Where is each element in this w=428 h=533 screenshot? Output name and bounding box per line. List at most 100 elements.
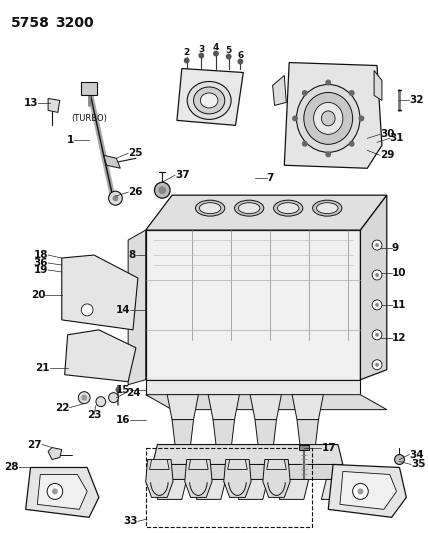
Circle shape [372, 240, 382, 250]
Text: 25: 25 [128, 148, 143, 158]
Text: 29: 29 [380, 150, 394, 160]
Ellipse shape [200, 93, 218, 108]
Circle shape [109, 393, 119, 402]
Text: 36: 36 [33, 258, 48, 268]
Polygon shape [146, 195, 387, 230]
Circle shape [78, 392, 90, 403]
Text: 30: 30 [380, 130, 395, 139]
Ellipse shape [187, 82, 231, 119]
Polygon shape [81, 83, 97, 95]
Polygon shape [189, 459, 208, 470]
Circle shape [375, 303, 379, 307]
Polygon shape [273, 76, 286, 106]
Circle shape [81, 304, 93, 316]
Ellipse shape [317, 203, 338, 214]
Circle shape [375, 363, 379, 367]
Ellipse shape [304, 92, 353, 144]
Text: 24: 24 [126, 387, 141, 398]
Circle shape [81, 394, 87, 401]
Text: 10: 10 [392, 268, 406, 278]
Polygon shape [228, 459, 247, 470]
Ellipse shape [297, 84, 360, 152]
Circle shape [238, 59, 243, 64]
Circle shape [199, 53, 204, 59]
Circle shape [96, 397, 106, 407]
Bar [146, 448, 312, 527]
Text: (TURBO): (TURBO) [71, 114, 107, 123]
Circle shape [47, 483, 63, 499]
Text: 13: 13 [24, 99, 39, 108]
Polygon shape [196, 480, 226, 499]
Text: 27: 27 [28, 440, 42, 449]
Circle shape [357, 488, 363, 495]
Text: 21: 21 [36, 363, 50, 373]
Ellipse shape [238, 203, 260, 214]
Circle shape [375, 243, 379, 247]
Polygon shape [374, 70, 382, 100]
Text: 23: 23 [87, 410, 101, 419]
Polygon shape [37, 474, 87, 510]
Ellipse shape [321, 111, 335, 126]
Circle shape [325, 79, 331, 85]
Polygon shape [299, 445, 309, 449]
Circle shape [353, 483, 368, 499]
Circle shape [158, 186, 166, 194]
Polygon shape [279, 480, 309, 499]
Circle shape [349, 141, 355, 147]
Polygon shape [360, 195, 387, 379]
Polygon shape [340, 472, 397, 510]
Text: 5758: 5758 [11, 15, 50, 30]
Text: 17: 17 [321, 442, 336, 453]
Text: 35: 35 [411, 459, 426, 470]
Ellipse shape [196, 200, 225, 216]
Text: 14: 14 [116, 305, 130, 315]
Text: 16: 16 [116, 415, 130, 425]
Polygon shape [146, 230, 360, 379]
Text: 37: 37 [175, 170, 190, 180]
Polygon shape [152, 464, 343, 480]
Polygon shape [158, 480, 187, 499]
Polygon shape [263, 459, 290, 497]
Text: 3: 3 [198, 45, 205, 54]
Circle shape [372, 270, 382, 280]
Polygon shape [152, 445, 343, 464]
Text: 33: 33 [123, 516, 138, 526]
Circle shape [213, 51, 219, 56]
Text: 5: 5 [226, 46, 232, 55]
Circle shape [52, 488, 58, 495]
Circle shape [375, 333, 379, 337]
Polygon shape [26, 467, 99, 518]
Polygon shape [62, 255, 138, 330]
Circle shape [113, 195, 119, 201]
Text: 9: 9 [392, 243, 399, 253]
Polygon shape [48, 99, 60, 112]
Polygon shape [146, 379, 360, 394]
Text: 26: 26 [128, 187, 143, 197]
Polygon shape [284, 62, 382, 168]
Circle shape [375, 273, 379, 277]
Polygon shape [146, 394, 387, 410]
Ellipse shape [277, 203, 299, 214]
Ellipse shape [273, 200, 303, 216]
Text: 19: 19 [34, 265, 48, 275]
Text: 28: 28 [4, 463, 19, 472]
Text: 2: 2 [184, 48, 190, 57]
Circle shape [325, 151, 331, 157]
Text: 22: 22 [55, 402, 70, 413]
Polygon shape [321, 480, 351, 499]
Circle shape [155, 182, 170, 198]
Ellipse shape [314, 102, 343, 134]
Ellipse shape [193, 87, 225, 114]
Polygon shape [255, 419, 276, 445]
Polygon shape [172, 419, 193, 445]
Circle shape [372, 300, 382, 310]
Circle shape [184, 58, 190, 63]
Polygon shape [150, 459, 169, 470]
Circle shape [226, 53, 232, 60]
Polygon shape [146, 459, 173, 497]
Polygon shape [224, 459, 251, 497]
Text: 7: 7 [267, 173, 274, 183]
Circle shape [349, 90, 355, 96]
Ellipse shape [199, 203, 221, 214]
Polygon shape [167, 394, 199, 419]
